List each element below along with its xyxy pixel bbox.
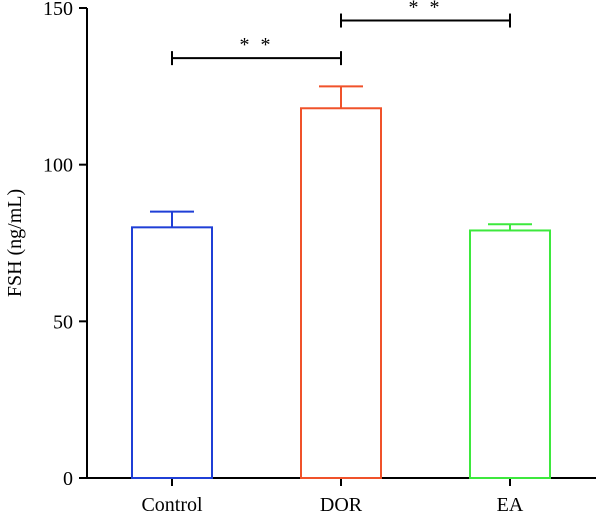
y-axis-title: FSH (ng/mL) xyxy=(4,189,26,297)
bar-control xyxy=(131,226,213,479)
x-tick-label: DOR xyxy=(320,494,363,516)
y-tick-label: 150 xyxy=(43,0,73,20)
axes: 0 50 100 150 Control DOR EA xyxy=(43,0,596,516)
y-tick-label: 50 xyxy=(53,311,73,333)
significance-label: * * xyxy=(409,0,443,19)
significance-label: * * xyxy=(240,34,274,56)
y-tick-label: 100 xyxy=(43,155,73,177)
bars-group xyxy=(131,85,551,480)
bar-dor xyxy=(300,107,382,480)
bar-ea xyxy=(469,229,551,479)
significance-group: * * * * xyxy=(171,0,511,66)
x-tick-label: Control xyxy=(141,494,203,516)
y-tick-label: 0 xyxy=(63,468,73,490)
x-tick-label: EA xyxy=(497,494,524,516)
